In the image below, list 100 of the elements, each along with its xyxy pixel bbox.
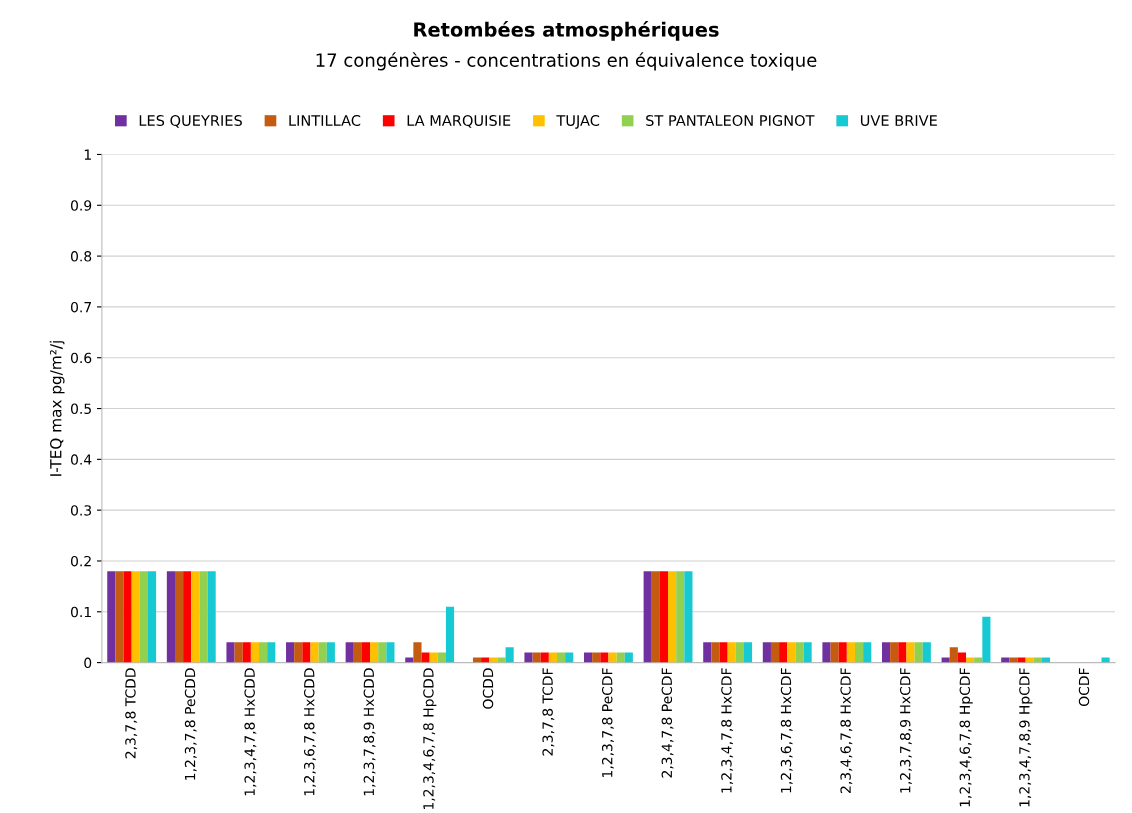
bar: [413, 642, 422, 663]
bar: [616, 652, 625, 663]
x-tick-label: 1,2,3,4,7,8 HxCDF: [721, 668, 734, 793]
bar: [318, 642, 327, 663]
y-tick-label: 0: [84, 657, 92, 669]
y-tick-label: 0.1: [70, 606, 91, 618]
bar: [199, 571, 208, 663]
bar: [584, 652, 593, 663]
y-tick-label: 0.4: [70, 454, 92, 465]
bar: [803, 642, 812, 663]
bar: [668, 571, 677, 663]
chart-title: Retombées atmosphériques: [414, 21, 719, 41]
y-tick-label: 0.8: [70, 251, 92, 262]
x-tick-label: OCDD: [482, 668, 494, 709]
bar: [846, 642, 855, 663]
y-tick-label: 0.9: [70, 200, 92, 211]
bar: [890, 642, 899, 663]
y-tick-label: 0.2: [70, 555, 91, 567]
y-tick-label: 0.6: [70, 352, 92, 364]
bar: [659, 571, 669, 663]
bar: [676, 571, 685, 663]
y-tick-label: 0.3: [70, 505, 92, 516]
bar: [882, 642, 891, 663]
bar: [445, 606, 455, 663]
bar: [429, 652, 438, 663]
bar: [922, 642, 931, 663]
bar: [294, 642, 303, 663]
x-tick-label: 2,3,4,6,7,8 HxCDF: [840, 668, 853, 793]
bar: [838, 642, 847, 663]
bar: [565, 652, 574, 663]
bar: [437, 652, 446, 663]
legend-label: LES QUEYRIES: [139, 115, 242, 128]
bar: [540, 652, 549, 663]
bar: [743, 642, 753, 663]
bar: [123, 571, 132, 663]
bar: [302, 642, 311, 663]
bar: [310, 642, 319, 663]
x-tick-label: 1,2,3,6,7,8 HxCDF: [780, 668, 793, 793]
y-tick-label: 1: [84, 149, 91, 160]
x-tick-label: 2,3,7,8 TCDF: [542, 668, 555, 756]
bar: [787, 642, 796, 663]
chart-subtitle: 17 congénères - concentrations en équivalence toxique: [316, 52, 817, 71]
bar: [226, 642, 235, 663]
bar: [147, 571, 157, 663]
bar: [370, 642, 379, 663]
bar: [830, 642, 839, 663]
bar: [234, 642, 243, 663]
x-tick-label: 1,2,3,7,8 PeCDD: [184, 668, 197, 780]
bar: [600, 652, 609, 663]
bar: [505, 647, 514, 663]
bar: [822, 642, 831, 663]
bar: [957, 652, 967, 663]
bar: [557, 652, 566, 663]
bar: [779, 642, 788, 663]
bar: [711, 642, 720, 663]
bar: [353, 642, 362, 663]
bar: [863, 642, 872, 663]
legend-label: ST PANTALEON PIGNOT: [646, 115, 815, 127]
bar: [624, 652, 633, 663]
bar: [378, 642, 387, 663]
bar: [770, 642, 780, 663]
bar: [386, 642, 395, 663]
bar: [242, 642, 251, 663]
bar: [174, 571, 184, 663]
bar: [684, 571, 693, 663]
bar: [703, 642, 712, 663]
bar: [345, 642, 354, 663]
bar: [267, 642, 276, 663]
bar: [854, 642, 864, 663]
bar: [524, 652, 533, 663]
x-tick-label: 1,2,3,6,7,8 HxCDD: [303, 668, 316, 796]
x-tick-label: 1,2,3,7,8,9 HxCDF: [899, 668, 912, 793]
legend-label: UVE BRIVE: [860, 115, 937, 127]
bar: [719, 642, 728, 663]
bar: [286, 642, 295, 663]
bar: [727, 642, 736, 663]
bar: [906, 642, 915, 663]
bar: [982, 616, 991, 663]
bar: [107, 571, 116, 663]
x-tick-label: 1,2,3,7,8,9 HxCDD: [363, 668, 376, 796]
x-tick-label: 2,3,7,8 TCDD: [125, 668, 138, 759]
bar: [608, 652, 617, 663]
bar: [592, 652, 601, 663]
bar: [191, 571, 200, 663]
x-tick-label: 2,3,4,7,8 PeCDF: [661, 668, 674, 778]
bar: [207, 571, 216, 663]
x-tick-label: 1,2,3,7,8 PeCDF: [601, 668, 614, 777]
x-tick-label: 1,2,3,4,6,7,8 HpCDD: [423, 668, 437, 810]
y-tick-label: 0.5: [70, 403, 91, 415]
legend-label: TUJAC: [556, 115, 600, 129]
bar: [421, 652, 430, 663]
bar: [735, 642, 744, 663]
bar: [643, 571, 652, 663]
bar: [914, 642, 923, 663]
bar: [361, 642, 371, 663]
bar: [250, 642, 260, 663]
bar: [532, 652, 541, 663]
bar: [115, 571, 124, 663]
legend-label: LINTILLAC: [289, 115, 361, 127]
y-tick-label: 0.7: [70, 301, 91, 313]
